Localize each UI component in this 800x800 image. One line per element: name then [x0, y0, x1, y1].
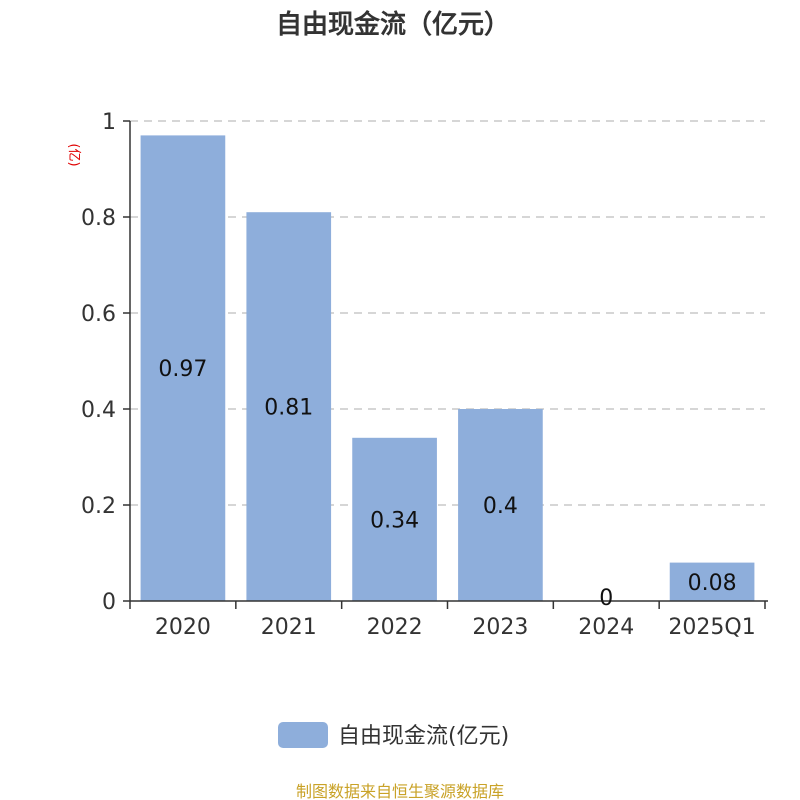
legend-swatch[interactable] — [278, 722, 328, 748]
data-label: 0.81 — [264, 396, 313, 421]
bar-2022[interactable] — [352, 437, 437, 601]
bar-2020[interactable] — [140, 135, 226, 601]
y-axis-unit-label: (亿) — [66, 143, 81, 166]
data-label: 0 — [599, 586, 613, 611]
data-label: 0.97 — [158, 357, 207, 382]
bar-2023[interactable] — [458, 409, 543, 601]
source-note: 制图数据来自恒生聚源数据库 — [296, 782, 504, 800]
x-tick-label: 2023 — [472, 615, 528, 640]
bar-2025Q1[interactable] — [669, 562, 755, 601]
y-tick-label: 0 — [102, 590, 116, 615]
x-tick-label: 2021 — [261, 615, 317, 640]
legend[interactable]: 自由现金流(亿元) — [278, 722, 509, 749]
data-labels: 0.97 0.81 0.34 0.4 0 0.08 — [158, 357, 736, 611]
data-label: 0.4 — [483, 494, 518, 519]
x-tick-label: 2022 — [367, 615, 423, 640]
y-tick-label: 0.4 — [81, 398, 116, 423]
grid-lines — [130, 120, 765, 506]
chart-title: 自由现金流（亿元） — [276, 9, 510, 40]
y-tick-label: 0.6 — [81, 302, 116, 327]
bars — [140, 135, 755, 601]
data-label: 0.08 — [688, 571, 737, 596]
bar-2021[interactable] — [246, 212, 332, 601]
legend-label[interactable]: 自由现金流(亿元) — [338, 724, 509, 749]
x-tick-label: 2024 — [578, 615, 634, 640]
x-tick-label: 2025Q1 — [668, 615, 755, 640]
x-tick-label: 2020 — [155, 615, 211, 640]
data-label: 0.34 — [370, 508, 419, 533]
y-tick-label: 0.2 — [81, 494, 116, 519]
y-tick-label: 1 — [102, 110, 116, 135]
y-tick-label: 0.8 — [81, 206, 116, 231]
